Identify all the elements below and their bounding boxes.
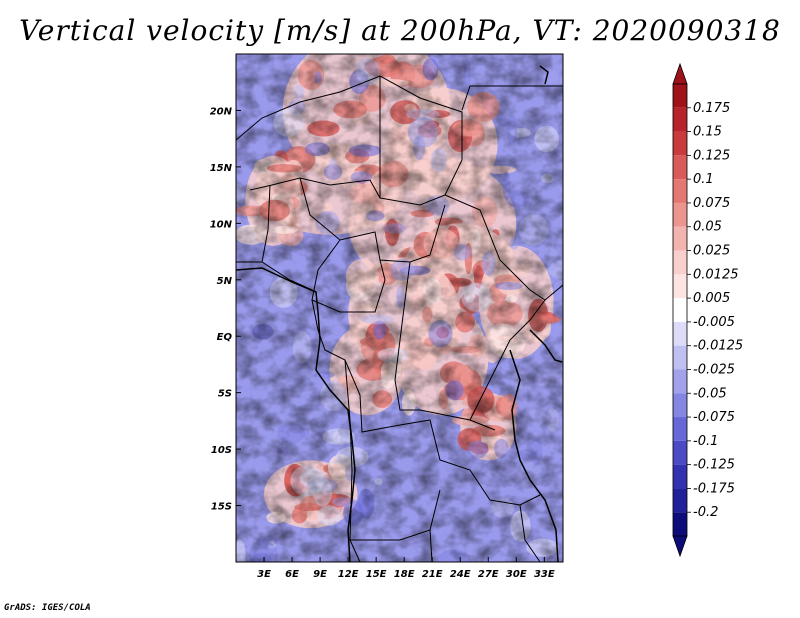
y-tick-label: 20N xyxy=(210,106,233,117)
colorbar-label: 0.05 xyxy=(693,220,722,235)
colorbar-label: 0.125 xyxy=(693,148,730,163)
colorbar-swatch xyxy=(673,512,687,536)
colorbar-swatch xyxy=(673,298,687,322)
y-tick-label: 5S xyxy=(218,389,232,400)
colorbar-swatch xyxy=(673,250,687,275)
colorbar-label: -0.125 xyxy=(693,458,735,473)
colorbar-label: -0.005 xyxy=(693,315,735,330)
colorbar-label: -0.025 xyxy=(693,362,735,377)
velocity-field xyxy=(236,54,563,562)
x-tick-label: 15E xyxy=(366,569,387,580)
chart-title: Vertical velocity [m/s] at 200hPa, VT: 2… xyxy=(19,14,781,47)
x-axis: 3E 6E 9E 12E 15E 18E 21E 24E 27E 30E 33E xyxy=(257,557,555,580)
x-tick-label: 9E xyxy=(313,569,327,580)
colorbar-top-arrow xyxy=(672,62,688,85)
colorbar-swatch xyxy=(673,464,687,489)
colorbar-swatch xyxy=(673,274,687,299)
coastline xyxy=(236,65,563,562)
colorbar-bottom-arrow xyxy=(672,535,688,558)
colorbar-label: -0.175 xyxy=(693,481,735,496)
country-borders xyxy=(236,75,563,562)
colorbar-swatch xyxy=(673,179,687,203)
colorbar-label: -0.05 xyxy=(693,386,727,401)
y-tick-label: 15S xyxy=(211,502,232,513)
colorbar-swatch xyxy=(673,345,687,370)
y-tick-label: EQ xyxy=(217,332,233,343)
colorbar-label: 0.075 xyxy=(693,196,730,211)
colorbar-swatch xyxy=(673,488,687,513)
colorbar: 0.175 0.15 0.125 0.1 0.075 0.05 0.025 0.0125 0.0… xyxy=(672,62,743,558)
colorbar-label: -0.0125 xyxy=(693,339,743,354)
colorbar-swatch xyxy=(673,393,687,418)
colorbar-label: 0.0125 xyxy=(693,267,739,282)
colorbar-label: 0.025 xyxy=(693,244,730,259)
y-tick-label: 10S xyxy=(211,445,232,456)
x-tick-label: 6E xyxy=(285,569,299,580)
colorbar-swatch xyxy=(673,155,687,180)
y-tick-label: 15N xyxy=(210,163,233,174)
plot-frame xyxy=(235,53,564,563)
colorbar-swatch xyxy=(673,369,687,394)
x-tick-label: 33E xyxy=(534,569,555,580)
x-tick-label: 12E xyxy=(338,569,359,580)
colorbar-swatch xyxy=(673,202,687,227)
x-tick-label: 18E xyxy=(394,569,415,580)
colorbar-swatch xyxy=(673,131,687,156)
x-tick-label: 30E xyxy=(506,569,527,580)
colorbar-label: -0.075 xyxy=(693,410,735,425)
grads-footer: GrADS: IGES/COLA xyxy=(4,603,91,613)
x-tick-label: 24E xyxy=(450,569,471,580)
y-tick-label: 10N xyxy=(210,219,233,230)
colorbar-swatch xyxy=(673,226,687,251)
colorbar-frame xyxy=(672,83,688,537)
x-tick-label: 3E xyxy=(257,569,271,580)
colorbar-label: 0.005 xyxy=(693,291,730,306)
y-tick-label: 5N xyxy=(217,276,233,287)
colorbar-label: 0.1 xyxy=(693,172,714,187)
colorbar-swatch xyxy=(673,84,687,108)
colorbar-label: -0.2 xyxy=(693,505,718,520)
y-axis: 20N 15N 10N 5N EQ 5S 10S 15S xyxy=(210,106,241,513)
colorbar-swatch xyxy=(673,321,687,346)
x-tick-label: 21E xyxy=(422,569,443,580)
colorbar-label: 0.15 xyxy=(693,125,722,140)
colorbar-swatch xyxy=(673,440,687,465)
colorbar-swatch xyxy=(673,107,687,132)
colorbar-swatch xyxy=(673,417,687,441)
colorbar-label: -0.1 xyxy=(693,434,718,449)
x-tick-label: 27E xyxy=(478,569,499,580)
colorbar-label: 0.175 xyxy=(693,101,730,116)
field-texture xyxy=(236,54,563,562)
